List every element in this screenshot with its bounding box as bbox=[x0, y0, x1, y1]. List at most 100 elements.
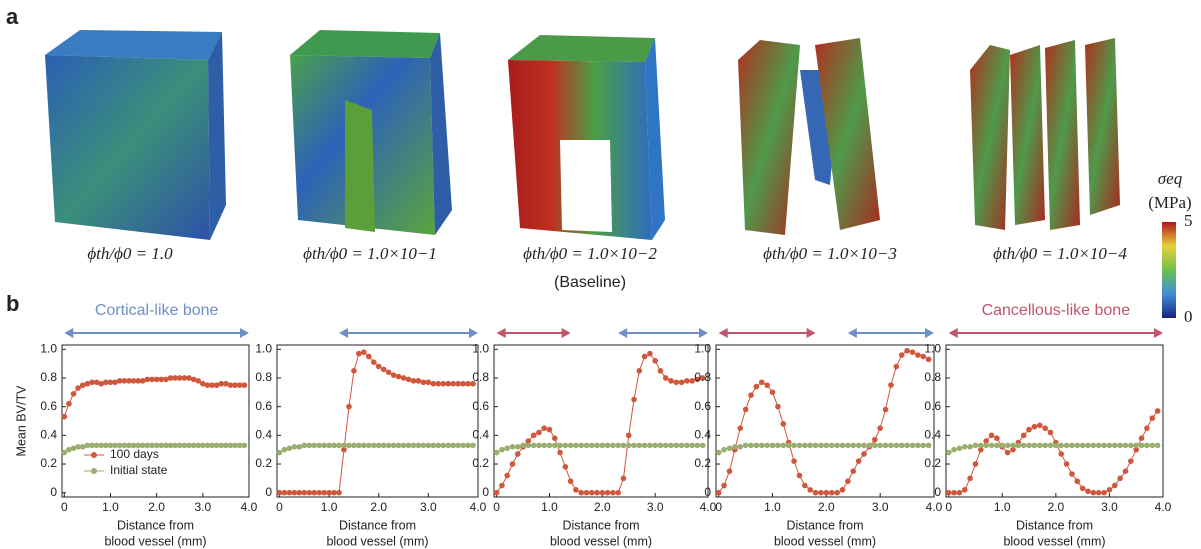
data-point bbox=[615, 442, 621, 449]
data-point bbox=[882, 406, 889, 413]
data-point bbox=[536, 442, 542, 449]
data-point bbox=[620, 475, 627, 482]
data-point bbox=[445, 442, 452, 449]
data-point bbox=[657, 368, 664, 374]
data-point bbox=[972, 442, 979, 449]
data-point bbox=[641, 442, 648, 449]
data-point bbox=[450, 380, 456, 387]
data-point bbox=[871, 442, 878, 449]
data-point bbox=[291, 489, 298, 496]
x-axis-label: Distance from bbox=[562, 518, 639, 532]
data-point bbox=[190, 376, 197, 383]
x-tick-label: 1.0 bbox=[541, 500, 558, 514]
data-point bbox=[828, 442, 835, 449]
data-point bbox=[493, 449, 500, 456]
data-point bbox=[530, 442, 537, 449]
data-point bbox=[604, 489, 611, 496]
data-point bbox=[425, 442, 432, 449]
arrow-head bbox=[1154, 328, 1163, 338]
data-point bbox=[195, 442, 202, 449]
data-point bbox=[103, 442, 109, 449]
data-point bbox=[888, 442, 894, 449]
x-tick-label: 3.0 bbox=[1101, 500, 1118, 514]
data-point bbox=[1128, 458, 1134, 464]
data-point bbox=[631, 396, 637, 403]
data-point bbox=[1154, 442, 1161, 449]
colorbar-label: σeq bbox=[1158, 169, 1183, 188]
x-tick-label: 2.0 bbox=[594, 500, 611, 514]
data-point bbox=[204, 382, 211, 388]
data-point bbox=[420, 442, 427, 449]
data-point bbox=[93, 442, 100, 449]
data-point bbox=[1004, 449, 1011, 456]
data-point bbox=[1063, 461, 1070, 467]
data-point bbox=[861, 442, 867, 449]
data-point bbox=[130, 378, 137, 384]
data-point bbox=[1149, 415, 1156, 421]
data-point bbox=[186, 442, 192, 449]
data-point bbox=[470, 380, 476, 387]
data-point bbox=[920, 442, 927, 449]
y-tick-label: 0.6 bbox=[694, 399, 711, 413]
data-point bbox=[144, 442, 151, 449]
render-images bbox=[45, 30, 1120, 240]
data-point bbox=[823, 489, 830, 496]
data-point bbox=[200, 380, 206, 387]
data-point bbox=[726, 468, 733, 474]
data-point bbox=[769, 389, 776, 396]
arrow-head bbox=[64, 328, 74, 338]
data-point bbox=[567, 478, 574, 485]
data-point bbox=[66, 446, 72, 453]
data-point bbox=[107, 379, 114, 386]
data-point bbox=[79, 444, 86, 450]
data-point bbox=[380, 442, 387, 449]
data-point bbox=[721, 446, 727, 453]
data-point bbox=[121, 378, 128, 384]
data-point bbox=[699, 375, 706, 381]
data-point bbox=[758, 442, 765, 449]
data-point bbox=[346, 403, 352, 410]
data-point bbox=[1058, 451, 1064, 457]
y-tick-label: 1.0 bbox=[694, 341, 711, 355]
data-point bbox=[241, 382, 248, 388]
data-point bbox=[775, 403, 781, 410]
data-point bbox=[167, 375, 174, 381]
data-point bbox=[1074, 442, 1081, 449]
data-point bbox=[380, 366, 387, 373]
data-point bbox=[1101, 442, 1107, 449]
plot-frame bbox=[715, 344, 935, 498]
data-point bbox=[742, 442, 749, 449]
data-point bbox=[904, 347, 910, 354]
data-point bbox=[331, 442, 337, 449]
arrow-head bbox=[948, 328, 958, 338]
data-point bbox=[1117, 475, 1123, 482]
data-point bbox=[341, 446, 347, 453]
data-point bbox=[218, 442, 225, 449]
data-point bbox=[172, 375, 178, 381]
data-point bbox=[599, 442, 606, 449]
arrow-head bbox=[469, 328, 478, 338]
data-point bbox=[61, 449, 68, 456]
data-point bbox=[684, 378, 690, 384]
data-point bbox=[807, 487, 813, 493]
data-point bbox=[668, 378, 674, 384]
data-point bbox=[232, 382, 238, 388]
y-tick-label: 0.2 bbox=[694, 456, 711, 470]
data-point bbox=[410, 442, 417, 449]
data-point bbox=[1042, 442, 1048, 449]
data-point bbox=[893, 442, 900, 449]
data-point bbox=[70, 390, 77, 397]
y-tick-label: 1.0 bbox=[472, 341, 489, 355]
data-point bbox=[366, 353, 372, 360]
data-point bbox=[1010, 442, 1016, 449]
data-point bbox=[176, 442, 183, 449]
data-point bbox=[1085, 442, 1091, 449]
data-point bbox=[807, 442, 813, 449]
data-point bbox=[172, 442, 178, 449]
y-tick-label: 0.8 bbox=[694, 370, 711, 384]
data-point bbox=[227, 442, 234, 449]
data-point bbox=[1026, 442, 1032, 449]
data-point bbox=[135, 442, 141, 449]
data-point bbox=[898, 352, 905, 358]
data-point bbox=[647, 350, 653, 357]
